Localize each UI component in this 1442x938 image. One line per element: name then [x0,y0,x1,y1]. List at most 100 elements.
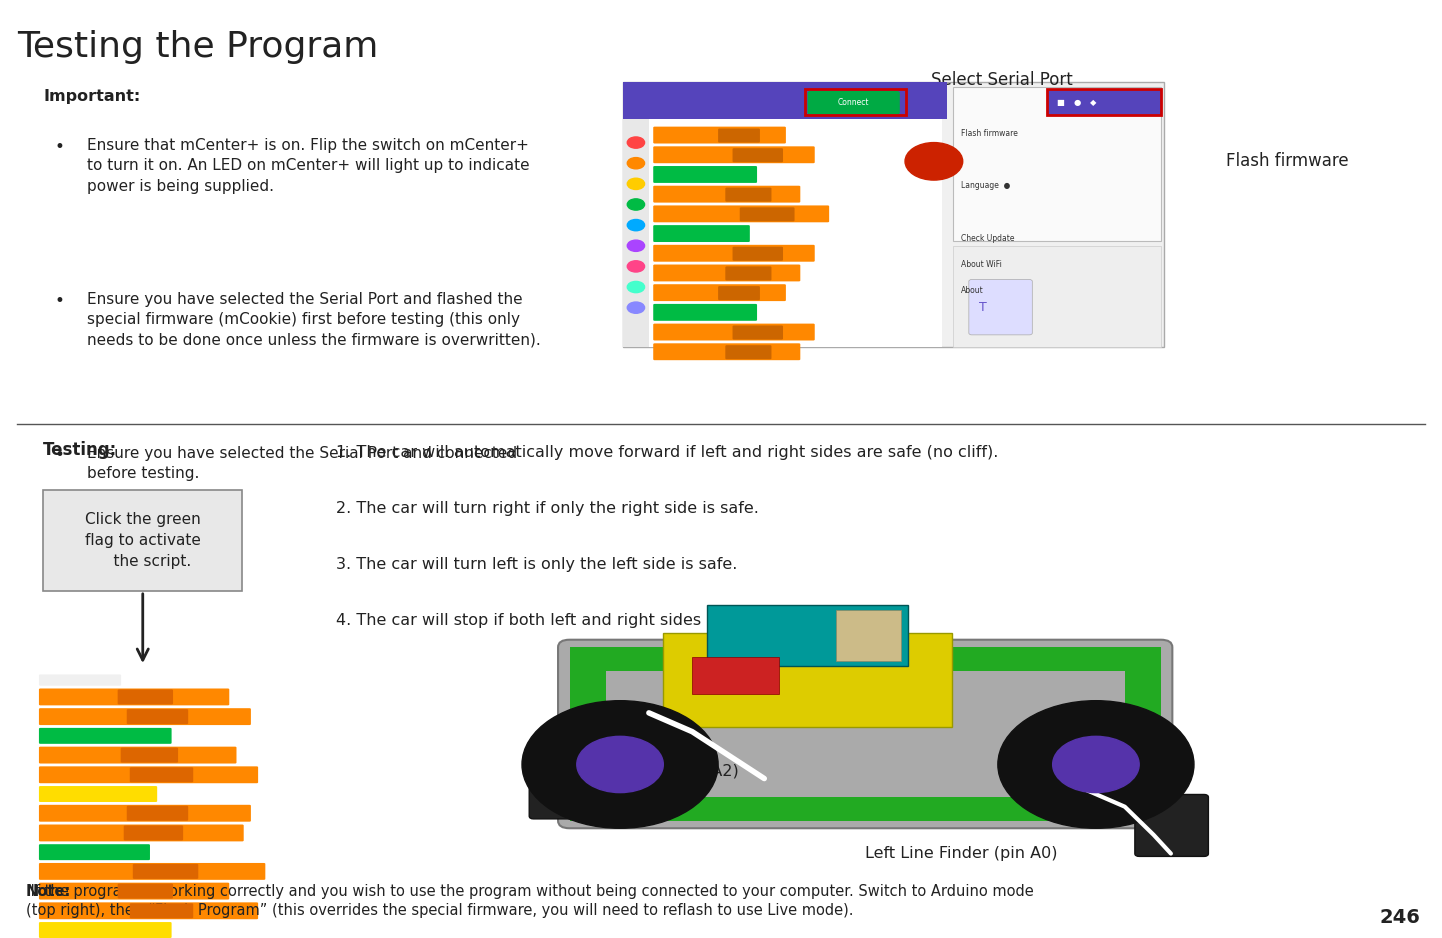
FancyBboxPatch shape [39,922,172,938]
FancyBboxPatch shape [133,864,198,879]
FancyBboxPatch shape [808,91,900,114]
Text: Check Update: Check Update [960,234,1014,243]
FancyBboxPatch shape [121,748,179,763]
FancyBboxPatch shape [1125,647,1161,821]
FancyBboxPatch shape [623,82,1164,347]
Circle shape [627,158,645,169]
Text: Connect: Connect [838,98,870,107]
FancyBboxPatch shape [653,225,750,242]
FancyBboxPatch shape [529,752,603,819]
Circle shape [627,219,645,231]
FancyBboxPatch shape [39,805,251,822]
FancyBboxPatch shape [653,166,757,183]
FancyBboxPatch shape [39,902,258,919]
Text: ●: ● [1073,98,1082,107]
FancyBboxPatch shape [39,786,157,802]
Text: Testing the Program: Testing the Program [17,30,379,64]
FancyBboxPatch shape [39,708,251,725]
Circle shape [998,701,1194,828]
Text: Select Serial Port: Select Serial Port [932,71,1073,89]
FancyBboxPatch shape [653,186,800,203]
FancyBboxPatch shape [725,266,771,280]
Circle shape [522,701,718,828]
Text: 3. The car will turn left is only the left side is safe.: 3. The car will turn left is only the le… [336,557,737,572]
FancyBboxPatch shape [39,728,172,744]
Circle shape [577,736,663,793]
FancyBboxPatch shape [969,280,1032,335]
Text: 2. The car will turn right if only the right side is safe.: 2. The car will turn right if only the r… [336,501,758,516]
Text: Ensure you have selected the Serial Port and flashed the
special firmware (mCook: Ensure you have selected the Serial Port… [87,292,541,347]
Text: Ensure you have selected the Serial Port and connected
before testing.: Ensure you have selected the Serial Port… [87,446,516,481]
Text: Click the green
flag to activate
    the script.: Click the green flag to activate the scr… [85,512,200,568]
FancyBboxPatch shape [653,245,815,262]
FancyBboxPatch shape [623,119,942,347]
Text: T: T [979,301,986,314]
FancyBboxPatch shape [127,806,187,821]
FancyBboxPatch shape [39,844,150,860]
Text: About WiFi: About WiFi [960,260,1002,269]
Text: About: About [960,286,983,295]
Text: 4. The car will stop if both left and right sides are unsafe (cliff).: 4. The car will stop if both left and ri… [336,613,844,628]
FancyBboxPatch shape [130,903,193,918]
Text: Language  ●: Language ● [960,181,1011,190]
FancyBboxPatch shape [1135,794,1208,856]
FancyBboxPatch shape [127,709,187,724]
Text: ◆: ◆ [1090,98,1097,107]
FancyBboxPatch shape [558,640,1172,828]
FancyBboxPatch shape [953,246,1161,347]
FancyBboxPatch shape [39,766,258,783]
Text: •: • [55,292,65,310]
FancyBboxPatch shape [692,657,779,694]
Circle shape [627,178,645,189]
FancyBboxPatch shape [733,148,783,162]
Text: •: • [55,446,65,463]
Circle shape [627,240,645,251]
FancyBboxPatch shape [130,767,193,782]
FancyBboxPatch shape [740,207,795,221]
Text: Right Line Finder (pin A2): Right Line Finder (pin A2) [534,764,738,779]
Circle shape [627,281,645,293]
Text: •: • [55,138,65,156]
FancyBboxPatch shape [653,146,815,163]
Circle shape [627,302,645,313]
FancyBboxPatch shape [43,490,242,591]
FancyBboxPatch shape [623,119,649,347]
FancyBboxPatch shape [653,205,829,222]
Text: If the program is working correctly and you wish to use the program without bein: If the program is working correctly and … [26,884,1034,918]
Circle shape [627,199,645,210]
FancyBboxPatch shape [733,247,783,261]
FancyBboxPatch shape [570,797,1161,821]
FancyBboxPatch shape [118,884,173,899]
FancyBboxPatch shape [718,286,760,300]
FancyBboxPatch shape [39,688,229,705]
FancyBboxPatch shape [39,883,229,900]
Circle shape [627,137,645,148]
FancyBboxPatch shape [39,747,236,764]
Text: Ensure that mCenter+ is on. Flip the switch on mCenter+
to turn it on. An LED on: Ensure that mCenter+ is on. Flip the swi… [87,138,529,193]
FancyBboxPatch shape [570,647,606,821]
FancyBboxPatch shape [653,265,800,281]
FancyBboxPatch shape [653,284,786,301]
Text: Important:: Important: [43,89,140,104]
Text: Left Line Finder (pin A0): Left Line Finder (pin A0) [865,846,1057,861]
FancyBboxPatch shape [653,324,815,340]
FancyBboxPatch shape [623,82,947,119]
FancyBboxPatch shape [725,345,771,359]
Circle shape [906,143,963,180]
FancyBboxPatch shape [653,127,786,144]
FancyBboxPatch shape [570,647,1161,671]
Text: Note:: Note: [26,884,71,899]
FancyBboxPatch shape [718,129,760,143]
FancyBboxPatch shape [124,825,183,840]
Text: Testing:: Testing: [43,441,117,459]
FancyBboxPatch shape [653,343,800,360]
Circle shape [627,261,645,272]
Text: Flash firmware: Flash firmware [1226,152,1348,170]
FancyBboxPatch shape [118,689,173,704]
Text: 246: 246 [1380,908,1420,927]
FancyBboxPatch shape [39,863,265,880]
FancyBboxPatch shape [653,304,757,321]
FancyBboxPatch shape [953,87,1161,241]
FancyBboxPatch shape [39,674,121,686]
FancyBboxPatch shape [707,605,908,666]
